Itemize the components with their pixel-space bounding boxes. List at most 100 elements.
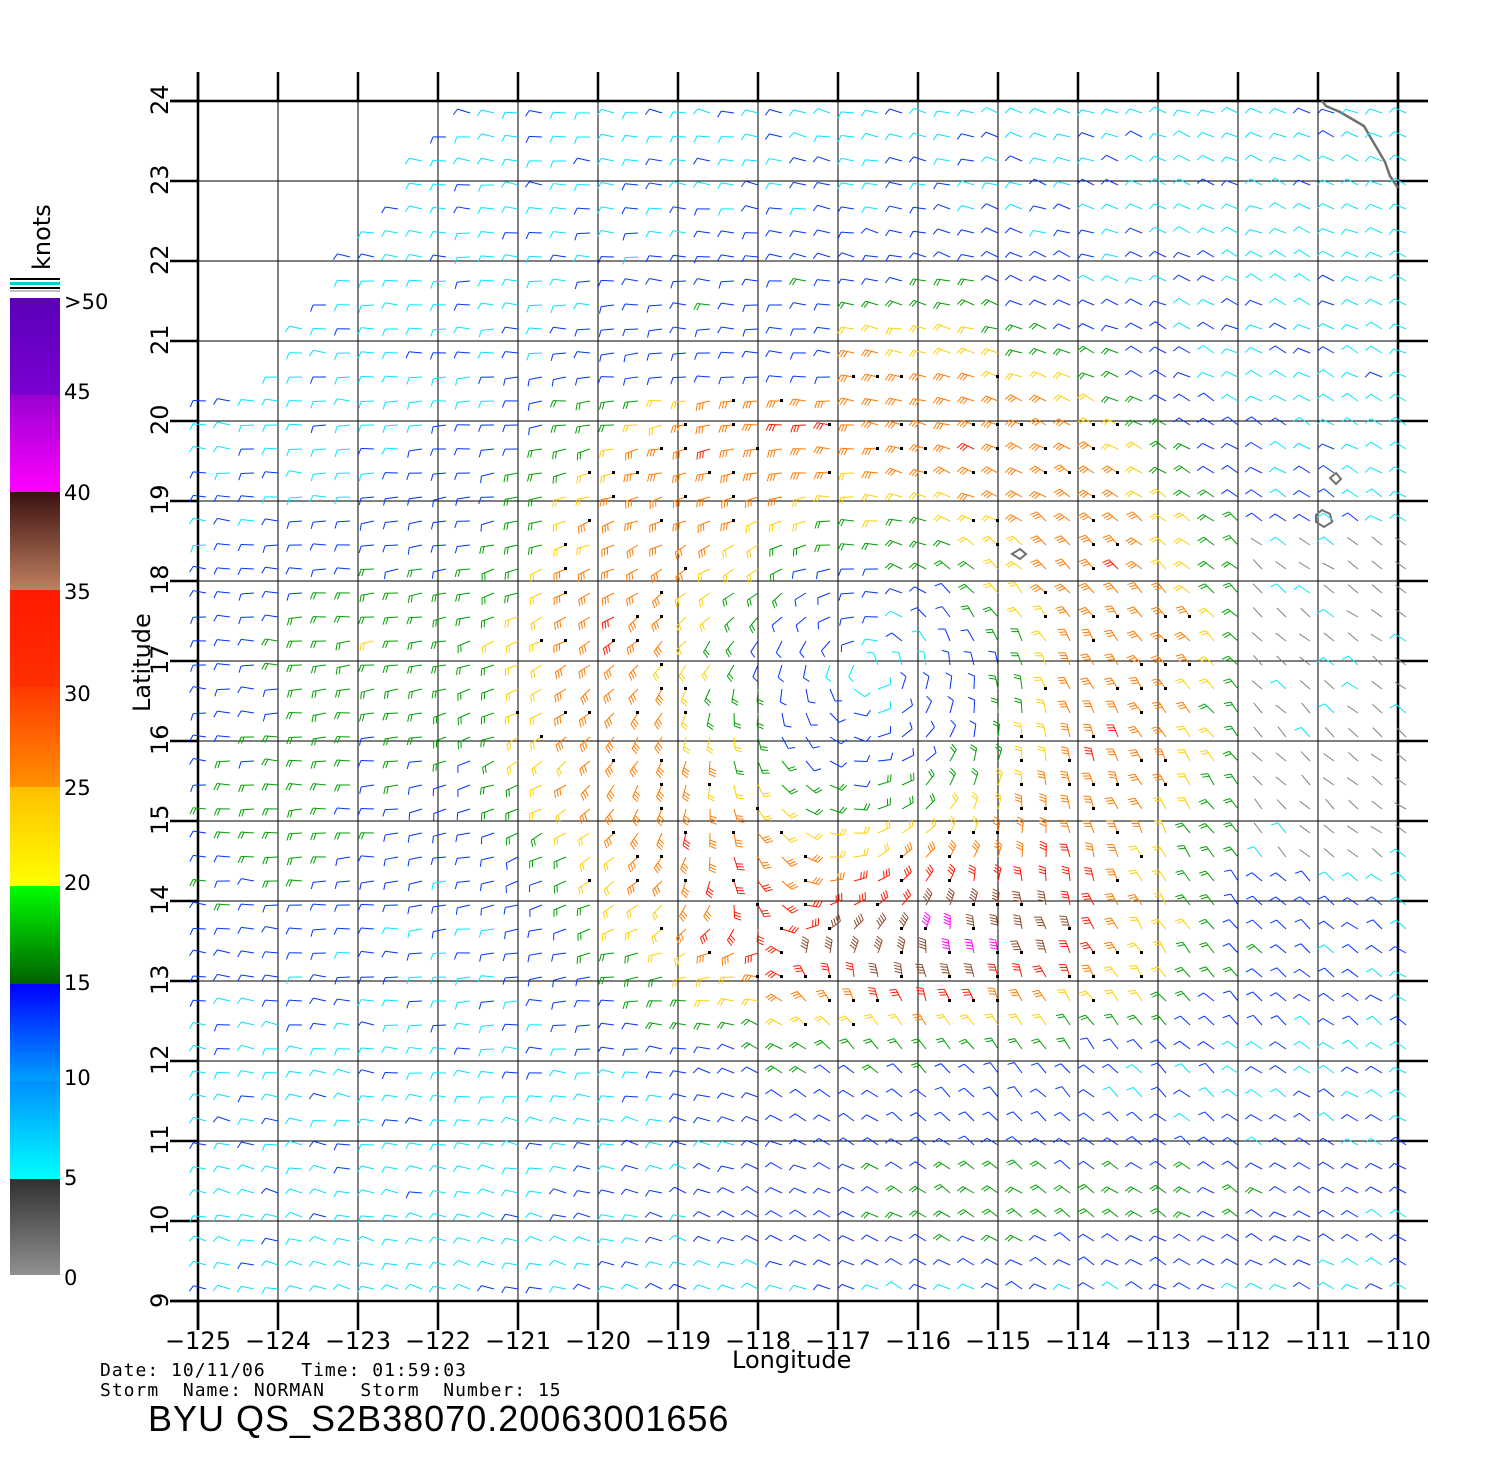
wind-barb [453, 351, 471, 359]
wind-barb [357, 927, 375, 935]
wind-barb [553, 904, 567, 917]
island [1328, 471, 1343, 486]
wind-barb [670, 400, 687, 410]
wind-barb [285, 783, 303, 791]
colorbar-segment [10, 787, 60, 886]
wind-barb [406, 376, 423, 385]
wind-barb [382, 1024, 399, 1033]
wind-barb [1268, 466, 1287, 474]
wind-barb [1317, 1209, 1335, 1218]
wind-barb [909, 278, 927, 286]
wind-barb [213, 495, 231, 503]
wind-barb [1173, 1113, 1191, 1122]
rain-flag [948, 879, 951, 882]
wind-barb [630, 832, 639, 850]
wind-barb [837, 206, 855, 214]
wind-barb [1148, 346, 1167, 354]
wind-barb [525, 1190, 543, 1198]
wind-barb [956, 1283, 975, 1290]
wind-barb [1220, 179, 1239, 187]
wind-barb [837, 111, 855, 119]
wind-barb [453, 1119, 471, 1127]
wind-barb [1010, 628, 1023, 642]
wind-barb [981, 535, 999, 546]
wind-barb [781, 712, 792, 728]
wind-barb [549, 400, 567, 408]
wind-barb [311, 736, 327, 746]
wind-barb [189, 975, 207, 983]
wind-barb [1268, 202, 1287, 210]
wind-barb [359, 592, 375, 603]
wind-barb [213, 808, 231, 816]
wind-barb [1174, 966, 1191, 978]
wind-barb [549, 111, 567, 119]
wind-barb [1244, 205, 1263, 212]
wind-barb [717, 1021, 735, 1029]
rain-flag [660, 447, 663, 450]
wind-barb [1148, 226, 1167, 234]
wind-barb [478, 1096, 495, 1104]
wind-barb [621, 1071, 639, 1079]
wind-barb [407, 592, 423, 604]
wind-barb [1252, 775, 1263, 786]
wind-barb [1005, 561, 1023, 570]
wind-barb [189, 517, 207, 525]
wind-barb [1060, 770, 1071, 786]
wind-barb [530, 664, 543, 679]
rain-flag [972, 999, 975, 1002]
wind-barb [285, 759, 303, 768]
wind-barb [1221, 298, 1239, 306]
wind-barb [718, 280, 735, 289]
rain-flag [1116, 783, 1119, 786]
wind-barb [530, 736, 543, 751]
wind-barb [1031, 1038, 1047, 1050]
wind-barb [453, 303, 471, 311]
rain-flag [684, 687, 687, 690]
wind-barb [550, 304, 567, 313]
wind-barb [838, 592, 855, 601]
wind-barb [1323, 632, 1335, 642]
wind-barb [733, 712, 742, 729]
wind-barb [1007, 1037, 1023, 1050]
wind-barb [501, 302, 519, 310]
wind-barb [552, 448, 567, 460]
wind-barb [236, 1044, 255, 1051]
colorbar-label: 0 [64, 1266, 78, 1290]
wind-barb [501, 1237, 519, 1245]
wind-barb [189, 949, 207, 957]
wind-barb [1173, 1089, 1191, 1098]
wind-barb [1221, 1208, 1239, 1218]
wind-barb [623, 376, 639, 386]
wind-barb [861, 398, 879, 406]
wind-barb [597, 999, 615, 1007]
wind-barb [1317, 608, 1335, 618]
wind-barb [1103, 1013, 1119, 1026]
wind-barb [645, 278, 663, 285]
wind-barb [1388, 203, 1407, 210]
wind-barb [357, 375, 375, 384]
wind-barb [527, 520, 543, 531]
wind-barb [853, 803, 871, 811]
wind-barb [381, 230, 399, 237]
wind-barb [1077, 253, 1095, 261]
wind-barb [1245, 273, 1263, 282]
wind-barb [189, 927, 207, 936]
wind-barb [1004, 107, 1023, 114]
wind-barb [1151, 678, 1167, 690]
wind-barb [933, 1111, 951, 1122]
wind-barb [788, 1164, 807, 1171]
wind-barb [681, 880, 690, 899]
wind-barb [477, 206, 495, 214]
wind-barb [1101, 1208, 1119, 1218]
rain-flag [1092, 975, 1095, 978]
wind-barb [262, 544, 279, 553]
wind-barb [406, 1024, 423, 1033]
wind-barb [189, 494, 207, 502]
wind-barb [1104, 893, 1119, 906]
wind-barb [1124, 1210, 1143, 1218]
wind-barb [697, 520, 711, 533]
wind-barb [529, 712, 543, 726]
wind-barb [597, 182, 615, 189]
rain-flag [1092, 999, 1095, 1002]
wind-barb [1006, 1111, 1023, 1122]
